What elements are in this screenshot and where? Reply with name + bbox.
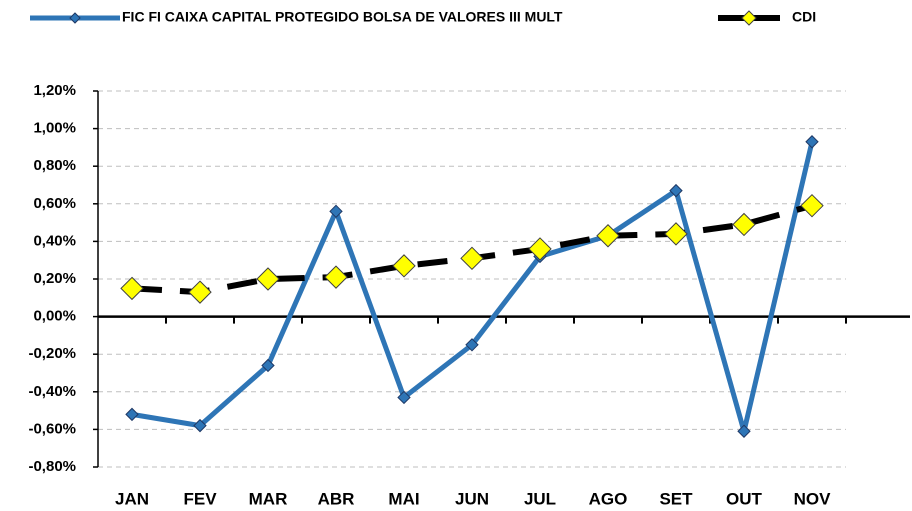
y-tick-label: 1,00%: [33, 120, 76, 137]
point: [188, 280, 212, 304]
x-tick-label: AGO: [589, 489, 628, 508]
point: [125, 407, 139, 422]
point: [732, 212, 756, 237]
point: [669, 183, 683, 198]
y-tick-label: -0,20%: [28, 345, 76, 362]
point: [465, 338, 479, 352]
x-tick-label: JAN: [115, 489, 149, 508]
y-tick-label: -0,60%: [28, 420, 76, 437]
point: [460, 246, 484, 271]
point: [397, 390, 411, 405]
point: [256, 267, 280, 291]
x-tick-label: NOV: [794, 489, 832, 508]
y-tick-label: 0,00%: [33, 308, 76, 325]
point: [261, 358, 275, 373]
point: [800, 193, 824, 218]
y-tick-label: 0,80%: [33, 157, 76, 174]
legend-label: CDI: [792, 9, 816, 25]
x-tick-label: SET: [659, 489, 693, 508]
y-tick-label: -0,40%: [28, 383, 76, 400]
x-tick-label: JUL: [524, 489, 556, 508]
y-tick-label: -0,80%: [28, 458, 76, 475]
y-tick-label: 0,20%: [33, 270, 76, 287]
point: [324, 265, 348, 289]
point: [737, 424, 751, 438]
y-tick-label: 1,20%: [33, 82, 76, 99]
point: [664, 222, 688, 246]
x-tick-label: ABR: [318, 489, 355, 508]
point: [329, 204, 343, 219]
y-tick-label: 0,40%: [33, 232, 76, 249]
point: [528, 237, 552, 261]
point: [120, 276, 144, 301]
legend-marker: [69, 12, 81, 24]
y-tick-label: 0,60%: [33, 195, 76, 212]
point: [805, 135, 819, 149]
x-tick-label: OUT: [726, 489, 763, 508]
point: [193, 418, 207, 433]
x-tick-label: MAI: [388, 489, 419, 508]
legend-marker: [741, 10, 757, 26]
x-tick-label: MAR: [249, 489, 288, 508]
point: [392, 254, 416, 278]
point: [596, 224, 620, 248]
legend-label: FIC FI CAIXA CAPITAL PROTEGIDO BOLSA DE …: [122, 9, 563, 25]
x-tick-label: FEV: [183, 489, 217, 508]
x-tick-label: JUN: [455, 489, 489, 508]
